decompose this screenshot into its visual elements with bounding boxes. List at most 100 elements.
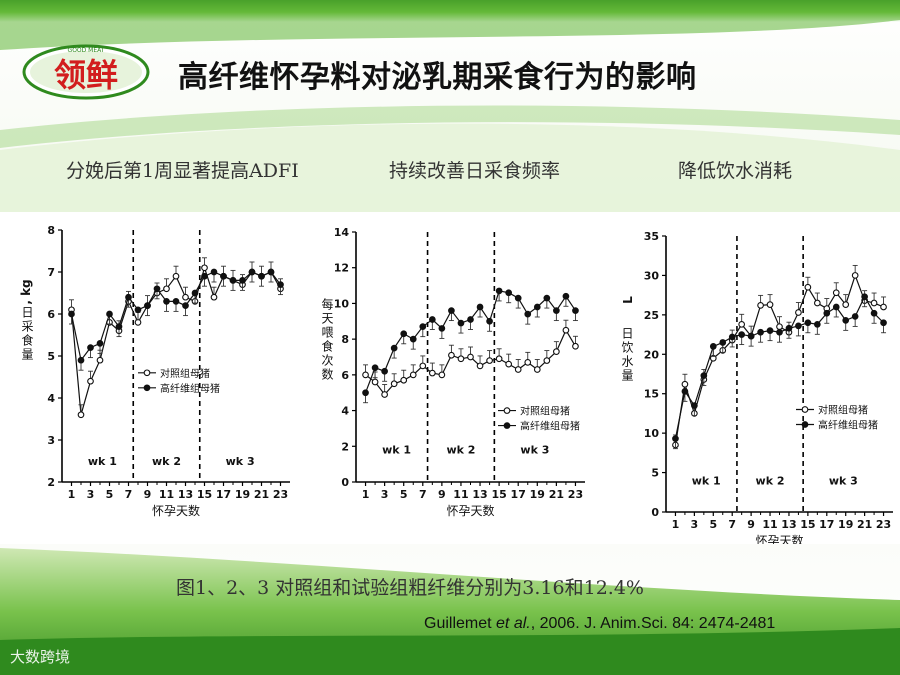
x-tick-label: 23	[273, 488, 288, 501]
data-point	[68, 310, 75, 318]
data-point	[428, 316, 436, 323]
data-point	[144, 302, 151, 309]
legend-marker	[801, 406, 809, 413]
data-point	[709, 343, 717, 350]
y-tick-label: 0	[651, 506, 659, 519]
x-tick-label: 21	[254, 488, 269, 501]
data-point	[448, 307, 455, 314]
x-tick-label: 7	[728, 518, 736, 531]
y-axis-unit: L	[621, 296, 635, 304]
data-point	[163, 298, 170, 305]
week-label: wk 1	[692, 474, 721, 487]
charts-panel: 2 3 4 5 6 7 8 1 3 5 7 9 11 13 15 17 19 21 23 怀孕天数 日采食量, kg wk…	[0, 212, 900, 544]
y-tick-label: 25	[644, 309, 659, 322]
data-point	[691, 402, 698, 409]
x-tick-label: 7	[125, 488, 133, 501]
data-point	[795, 322, 802, 330]
x-axis-label: 怀孕天数	[755, 533, 803, 544]
data-point	[467, 316, 474, 323]
data-point	[182, 293, 189, 301]
data-point	[419, 362, 427, 370]
data-point	[182, 302, 189, 309]
y-tick-label: 6	[341, 369, 349, 382]
data-point	[457, 319, 465, 327]
data-point	[757, 328, 764, 336]
legend-label: 对照组母猪	[520, 405, 570, 418]
citation-rest: , 2006. J. Anim.Sci. 84: 2474-2481	[530, 615, 776, 632]
data-point	[172, 298, 180, 305]
data-point	[438, 325, 446, 332]
data-point	[766, 301, 774, 308]
data-point	[813, 299, 821, 307]
slide-title: 高纤维怀孕料对泌乳期采食行为的影响	[178, 60, 697, 95]
data-point	[210, 293, 218, 301]
y-tick-label: 2	[341, 440, 349, 453]
data-point	[153, 285, 161, 293]
data-point	[533, 366, 541, 373]
data-point	[804, 283, 812, 291]
data-point	[409, 371, 417, 379]
data-point	[476, 362, 484, 370]
week-label: wk 3	[829, 474, 858, 487]
data-point	[700, 372, 708, 379]
x-tick-label: 1	[362, 488, 370, 501]
y-axis-label: 日采食量	[20, 306, 34, 362]
data-point	[681, 380, 689, 388]
x-tick-label: 1	[68, 488, 76, 501]
data-point	[362, 389, 369, 397]
citation: Guillemet et al., 2006. J. Anim.Sci. 84:…	[424, 615, 775, 633]
x-tick-label: 3	[87, 488, 95, 501]
x-tick-label: 11	[762, 518, 777, 531]
data-point	[747, 332, 755, 340]
data-point	[505, 360, 513, 368]
x-tick-label: 15	[800, 518, 815, 531]
data-point	[87, 344, 94, 351]
x-tick-label: 5	[709, 518, 717, 531]
citation-author: Guillemet	[424, 615, 497, 632]
data-point	[495, 355, 503, 363]
data-point	[87, 377, 94, 385]
svg-text:GOOD MEAT: GOOD MEAT	[68, 47, 105, 54]
data-point	[572, 307, 579, 314]
x-tick-label: 9	[144, 488, 152, 501]
citation-etal: et al.	[496, 615, 531, 632]
data-point	[851, 313, 859, 320]
data-point	[842, 317, 850, 324]
x-tick-label: 15	[491, 488, 506, 501]
data-point	[823, 309, 831, 317]
watermark: 大数跨境	[10, 648, 71, 666]
data-point	[870, 309, 878, 317]
data-point	[457, 355, 465, 363]
x-tick-label: 15	[197, 488, 212, 501]
data-point	[191, 289, 199, 297]
subtitle-2: 持续改善日采食频率	[389, 160, 561, 182]
x-tick-label: 21	[549, 488, 564, 501]
x-tick-label: 17	[511, 488, 526, 501]
data-point	[514, 366, 522, 373]
x-axis-label: 怀孕天数	[152, 503, 200, 518]
data-point	[96, 356, 104, 364]
y-tick-label: 0	[341, 476, 349, 489]
legend-label: 对照组母猪	[818, 403, 868, 416]
x-tick-label: 23	[876, 518, 891, 531]
x-tick-label: 9	[438, 488, 446, 501]
series-line-1	[364, 290, 576, 393]
y-tick-label: 8	[47, 224, 55, 237]
data-point	[776, 323, 783, 331]
y-axis-label: 每天喂食次数	[320, 297, 334, 382]
data-point	[77, 356, 85, 364]
data-point	[776, 328, 783, 336]
data-point	[172, 272, 180, 280]
x-tick-label: 17	[216, 488, 231, 501]
data-point	[738, 320, 746, 328]
week-label: wk 3	[226, 455, 255, 468]
y-tick-label: 8	[341, 333, 349, 346]
brand-logo: GOOD MEAT 领鲜	[22, 44, 150, 100]
data-point	[267, 268, 275, 276]
data-point	[476, 303, 484, 311]
data-point	[533, 303, 541, 311]
x-tick-label: 1	[672, 518, 680, 531]
data-point	[553, 307, 560, 314]
y-tick-label: 30	[644, 269, 660, 282]
data-point	[419, 323, 427, 330]
